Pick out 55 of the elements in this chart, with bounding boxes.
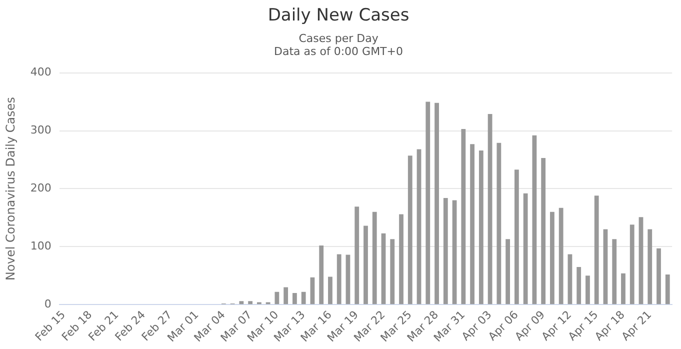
bar (594, 196, 599, 304)
bar (665, 274, 670, 304)
bar (488, 114, 492, 304)
bar (532, 135, 537, 304)
bar (638, 217, 644, 304)
y-tick-label: 300 (30, 124, 52, 137)
bar (336, 254, 342, 304)
bar (399, 214, 404, 304)
bar (452, 200, 457, 304)
bar (381, 233, 386, 304)
bar (274, 292, 280, 304)
bar (426, 102, 430, 304)
bar (354, 206, 360, 304)
bar (541, 158, 546, 304)
y-tick-label: 0 (44, 297, 52, 310)
bar (496, 142, 502, 304)
chart-subtitle: Cases per Day Data as of 0:00 GMT+0 (274, 32, 403, 58)
bar (568, 254, 572, 304)
bar (586, 276, 590, 304)
bar (630, 224, 634, 304)
y-tick-label: 400 (30, 66, 52, 79)
bar (310, 277, 315, 304)
bar (514, 170, 519, 304)
bar (558, 208, 564, 304)
bar (328, 276, 332, 304)
bar (550, 212, 554, 304)
bar (408, 156, 412, 304)
bar (656, 248, 661, 304)
bar (461, 129, 466, 304)
bar (612, 239, 617, 304)
bar (523, 193, 528, 304)
bar (301, 292, 306, 304)
bar (443, 198, 448, 304)
bar (248, 301, 252, 304)
bar (364, 226, 368, 304)
bar (390, 239, 395, 304)
bar (372, 212, 377, 304)
bar (346, 254, 350, 304)
y-tick-label: 100 (30, 240, 52, 253)
y-tick-label: 200 (30, 182, 52, 195)
bar (284, 287, 288, 304)
bar (621, 273, 626, 304)
bar (478, 150, 484, 304)
bar (319, 246, 324, 304)
bar (434, 102, 439, 304)
bar (576, 266, 582, 304)
bar (470, 144, 474, 304)
bar (239, 301, 244, 304)
bar (416, 149, 422, 304)
bar (506, 239, 510, 304)
bar (292, 293, 297, 304)
bar (648, 229, 652, 304)
y-axis-title: Novel Coronavirus Daily Cases (3, 96, 18, 280)
bar (603, 229, 608, 304)
chart-title: Daily New Cases (268, 6, 410, 26)
